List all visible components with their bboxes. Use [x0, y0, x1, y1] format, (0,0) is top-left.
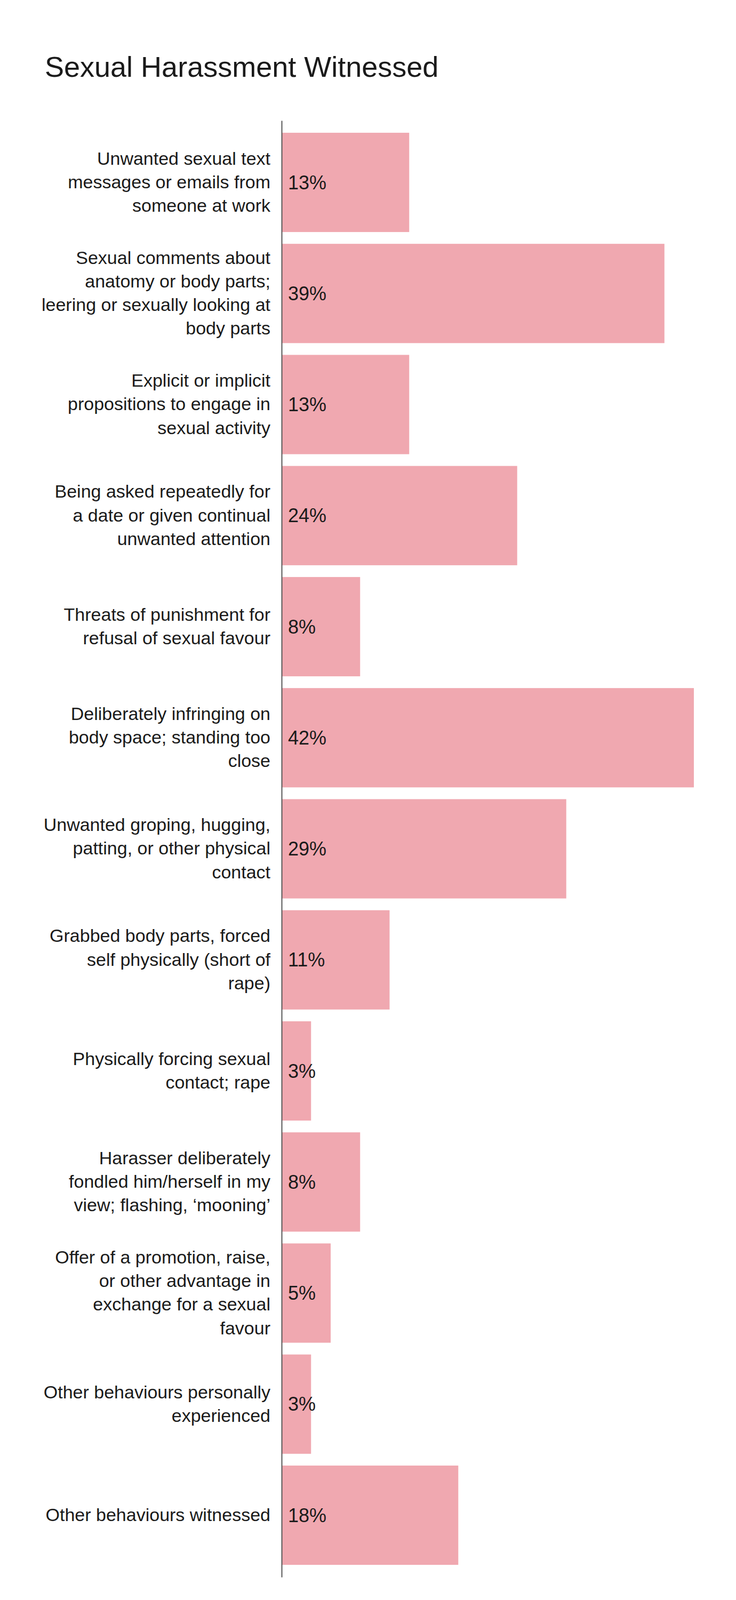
tick-label-line: body parts — [185, 317, 271, 339]
tick-label: Unwanted groping, hugging,patting, or ot… — [43, 814, 271, 882]
bar — [281, 1465, 459, 1565]
title: Sexual Harassment Witnessed — [44, 50, 439, 83]
data-labels: 13% 39% 13% 24% 8% 42% 29% 11% 3% 8% 5% 3% 18% — [288, 171, 327, 1527]
tick-label-line: refusal of sexual favour — [82, 627, 271, 648]
tick-label: Threats of punishment forrefusal of sexu… — [64, 604, 271, 648]
data-label: 18% — [288, 1504, 327, 1527]
tick-label: Grabbed body parts, forced self physicall… — [49, 925, 271, 993]
data-label: 39% — [288, 282, 327, 305]
tick-label-line: body space; standing too — [68, 726, 271, 748]
tick-label-line: favour — [220, 1317, 271, 1339]
tick-label-line: rape) — [228, 972, 271, 994]
tick-label-line: Unwanted groping, hugging, — [43, 814, 271, 835]
y-axis: Unwanted sexual textmessages or emails f… — [41, 121, 283, 1578]
tick-label-line: Harasser deliberately — [99, 1147, 271, 1168]
tick-label-line: Unwanted sexual text — [97, 148, 271, 169]
bars — [281, 132, 694, 1565]
tick-label: Unwanted sexual textmessages or emails f… — [67, 148, 271, 216]
tick: Other behaviours witnessed — [45, 1504, 282, 1525]
tick-label-line: fondled him/herself in my — [68, 1171, 271, 1192]
tick-label: Being asked repeatedly for a date or give… — [54, 481, 271, 549]
tick-label: Offer of a promotion, raise,or other adv… — [54, 1246, 271, 1339]
tick-label-line: exchange for a sexual — [92, 1293, 271, 1315]
tick: Unwanted groping, hugging,patting, or ot… — [43, 814, 282, 882]
tick-label-line: contact; rape — [165, 1072, 271, 1093]
bar — [281, 910, 390, 1010]
tick-label-line: a date or given continual — [73, 505, 271, 526]
data-label: 11% — [288, 948, 325, 971]
tick: Physically forcing sexual contact; rape — [73, 1048, 282, 1093]
tick-label-line: Other behaviours witnessed — [45, 1504, 271, 1525]
tick-label: Other behaviours personallyexperienced — [43, 1381, 271, 1426]
tick-label-line: someone at work — [132, 195, 271, 216]
tick: Threats of punishment forrefusal of sexu… — [64, 604, 282, 648]
tick-label: Harasser deliberately fondled him/herself… — [68, 1147, 271, 1215]
tick-label-line: close — [228, 750, 271, 771]
bar — [281, 798, 567, 899]
chart: Sexual Harassment Witnessed 13% 39% 13% 24% 8… — [0, 0, 736, 1600]
tick: Being asked repeatedly for a date or give… — [54, 481, 282, 549]
tick-label-line: Sexual comments about — [75, 247, 271, 268]
tick-label-line: self physically (short of — [86, 949, 271, 970]
tick-label-line: unwanted attention — [117, 528, 271, 549]
tick: Unwanted sexual textmessages or emails f… — [67, 148, 282, 216]
bar — [281, 688, 694, 788]
tick-label: Physically forcing sexual contact; rape — [73, 1048, 271, 1093]
tick-label-line: Threats of punishment for — [64, 604, 271, 625]
tick-label: Explicit or implicitpropositions to enga… — [67, 370, 271, 438]
axis-line — [281, 121, 283, 1578]
tick-label-line: Grabbed body parts, forced — [49, 925, 271, 946]
tick-label-line: experienced — [171, 1405, 271, 1426]
tick-label-line: Physically forcing sexual — [73, 1048, 271, 1069]
tick: Grabbed body parts, forced self physicall… — [49, 925, 282, 993]
data-label: 5% — [288, 1282, 316, 1304]
tick-label-line: Being asked repeatedly for — [54, 481, 271, 502]
tick-label-line: propositions to engage in — [67, 393, 271, 414]
tick-label: Deliberately infringing onbody space; st… — [68, 703, 271, 771]
tick: Explicit or implicitpropositions to enga… — [67, 370, 282, 438]
data-label: 3% — [288, 1393, 316, 1415]
data-label: 13% — [288, 393, 327, 416]
tick-label-line: Other behaviours personally — [43, 1381, 271, 1403]
tick-label-line: Offer of a promotion, raise, — [54, 1246, 271, 1268]
bar — [281, 577, 360, 677]
tick: Deliberately infringing onbody space; st… — [68, 703, 282, 771]
bar — [281, 1243, 331, 1343]
tick-label-line: leering or sexually looking at — [41, 294, 271, 315]
bar — [281, 132, 410, 232]
tick-label: Sexual comments aboutanatomy or body par… — [41, 247, 271, 339]
tick: Other behaviours personallyexperienced — [43, 1381, 282, 1426]
tick-label-line: Deliberately infringing on — [70, 703, 271, 724]
bar — [281, 354, 410, 454]
tick-label-line: sexual activity — [157, 417, 271, 438]
data-label: 24% — [288, 504, 327, 527]
tick: Sexual comments aboutanatomy or body par… — [41, 247, 282, 339]
bar — [281, 1132, 360, 1232]
data-label: 42% — [288, 726, 327, 749]
tick: Offer of a promotion, raise,or other adv… — [54, 1246, 282, 1339]
tick-label: Other behaviours witnessed — [45, 1504, 271, 1525]
tick-label-line: patting, or other physical — [73, 837, 271, 859]
tick: Harasser deliberately fondled him/herself… — [68, 1147, 282, 1215]
tick-label-line: contact — [211, 861, 271, 883]
data-label: 8% — [288, 616, 316, 638]
data-label: 29% — [288, 837, 327, 860]
data-label: 8% — [288, 1171, 316, 1194]
tick-label-line: messages or emails from — [67, 171, 271, 192]
tick-label-line: Explicit or implicit — [131, 370, 271, 391]
tick-label-line: anatomy or body parts; — [84, 270, 271, 292]
tick-label-line: view; flashing, ‘mooning’ — [73, 1194, 271, 1215]
bar — [281, 466, 518, 566]
bar — [281, 243, 665, 343]
tick-label-line: or other advantage in — [99, 1270, 271, 1291]
data-label: 3% — [288, 1060, 316, 1083]
data-label: 13% — [288, 171, 327, 194]
